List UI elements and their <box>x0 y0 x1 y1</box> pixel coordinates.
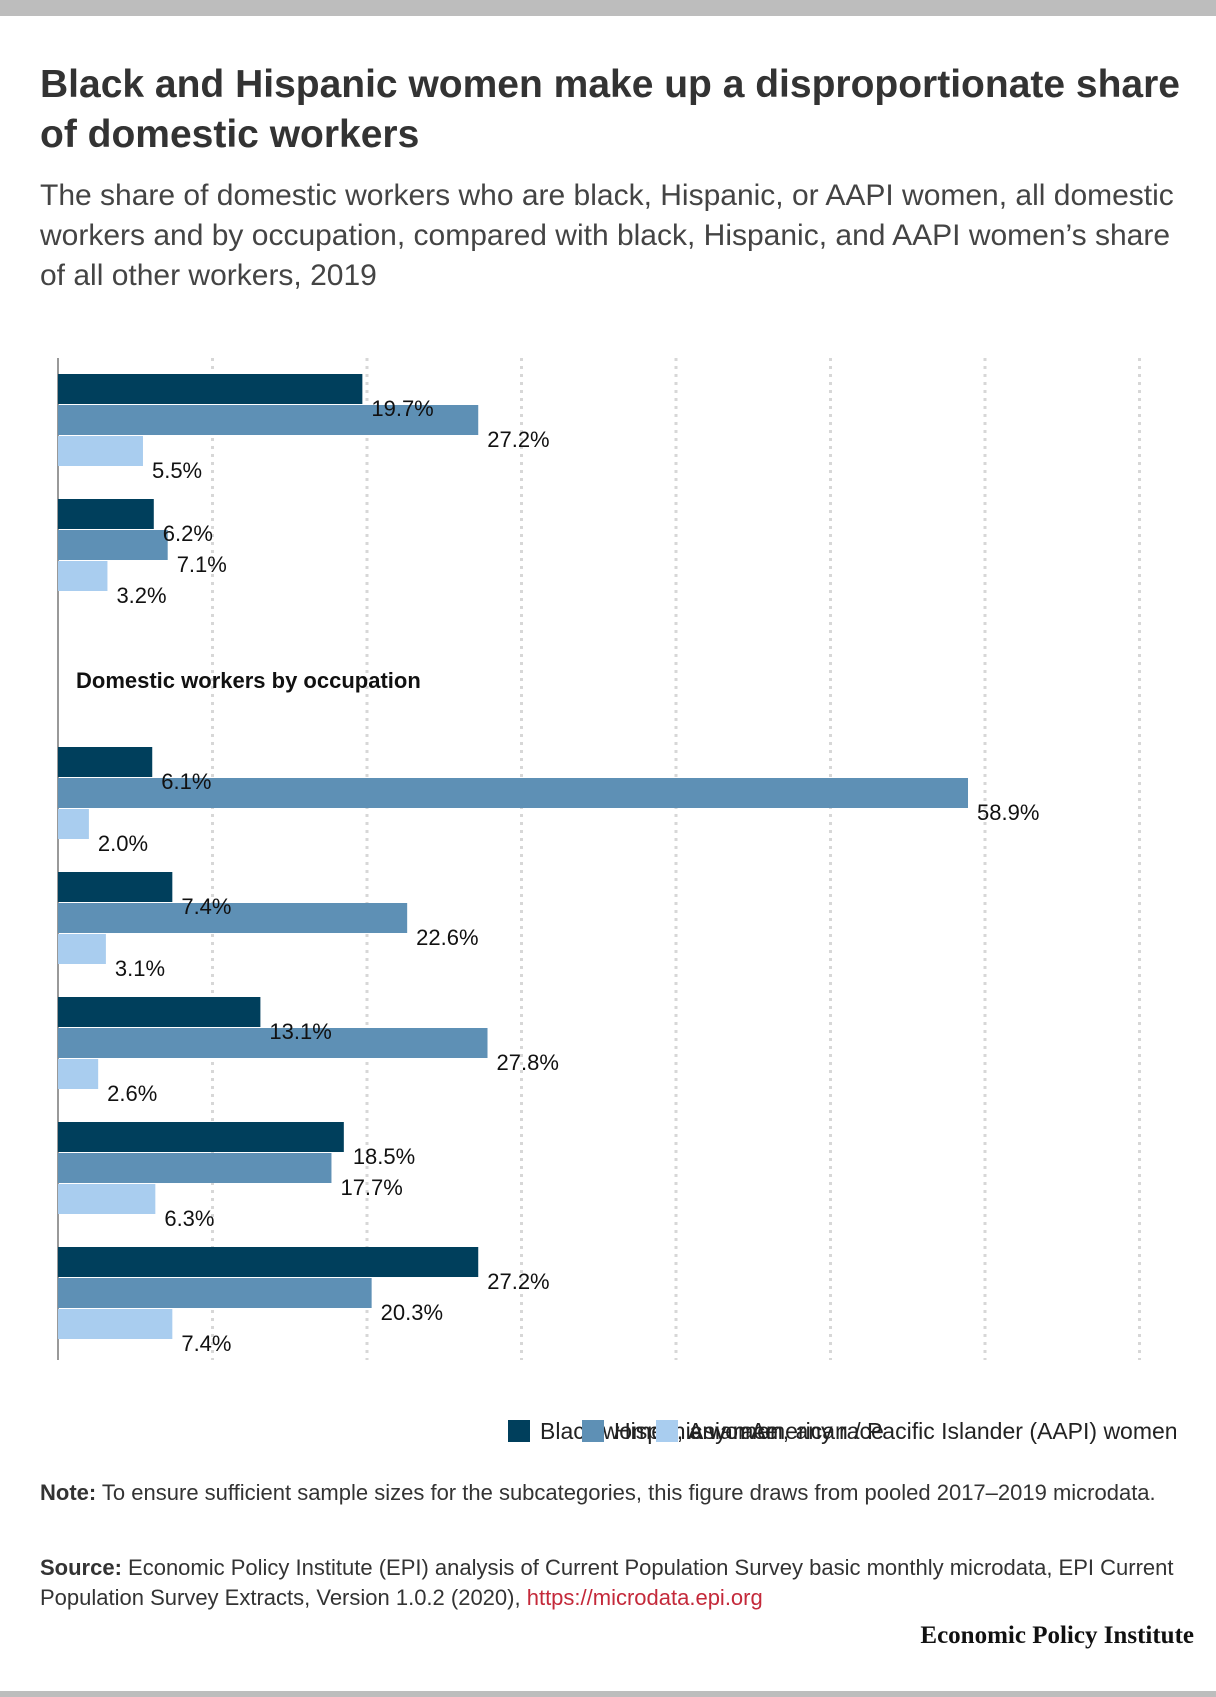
data-label-black-women: 7.4% <box>181 894 231 919</box>
bar-black-women <box>58 499 154 529</box>
note-text: To ensure sufficient sample sizes for th… <box>96 1480 1156 1505</box>
bar-black-women <box>58 1247 479 1277</box>
data-label-black-women: 19.7% <box>371 396 433 421</box>
data-label-aapi-women: 2.0% <box>98 831 148 856</box>
bar-aapi-women <box>58 1184 156 1214</box>
bar-hispanic-women <box>58 405 479 435</box>
bar-black-women <box>58 997 261 1027</box>
data-label-black-women: 27.2% <box>487 1269 549 1294</box>
bottom-border <box>0 1691 1216 1697</box>
note-label: Note: <box>40 1480 97 1505</box>
bar-aapi-women <box>58 934 106 964</box>
top-border <box>0 0 1216 16</box>
bar-aapi-women <box>58 561 108 591</box>
data-label-hispanic-women: 22.6% <box>416 925 478 950</box>
data-label-black-women: 6.2% <box>163 521 213 546</box>
chart-gridlines <box>211 358 1141 1360</box>
data-label-aapi-women: 5.5% <box>152 458 202 483</box>
data-label-hispanic-women: 20.3% <box>381 1300 443 1325</box>
bar-black-women <box>58 1122 344 1152</box>
bar-black-women <box>58 747 153 777</box>
bar-hispanic-women <box>58 903 408 933</box>
chart-subtitle: The share of domestic workers who are bl… <box>40 179 1174 292</box>
bar-aapi-women <box>58 809 89 839</box>
legend-swatch-hispanic-women <box>582 1420 604 1442</box>
bar-chart: Domestic workers by occupation 19.7% 6.2%… <box>57 358 1141 1360</box>
source-link[interactable]: https://microdata.epi.org <box>526 1585 763 1610</box>
bar-aapi-women <box>58 436 143 466</box>
data-label-hispanic-women: 27.8% <box>497 1050 559 1075</box>
source-text: Economic Policy Institute (EPI) analysis… <box>40 1555 1174 1610</box>
data-label-aapi-women: 6.3% <box>164 1206 214 1231</box>
chart-title: Black and Hispanic women make up a dispr… <box>40 63 1180 156</box>
bar-hispanic-women <box>58 1153 332 1183</box>
bar-black-women <box>58 872 173 902</box>
chart-bars <box>58 374 969 1339</box>
data-label-aapi-women: 2.6% <box>107 1081 157 1106</box>
group-header-domestic-workers-by-occupation: Domestic workers by occupation <box>76 668 421 693</box>
data-label-hispanic-women: 17.7% <box>340 1175 402 1200</box>
data-label-aapi-women: 3.1% <box>115 956 165 981</box>
bar-aapi-women <box>58 1309 173 1339</box>
legend-swatch-black-women <box>508 1420 530 1442</box>
bar-hispanic-women <box>58 1028 488 1058</box>
chart-note: Note: To ensure sufficient sample sizes … <box>40 1478 1180 1508</box>
brand-logo-text: Economic Policy Institute <box>920 1622 1194 1649</box>
data-label-black-women: 6.1% <box>161 769 211 794</box>
data-label-hispanic-women: 27.2% <box>487 427 549 452</box>
legend-label-aapi-women: Asian American / Pacific Islander (AAPI)… <box>688 1417 1176 1444</box>
data-label-aapi-women: 3.2% <box>116 583 166 608</box>
bar-black-women <box>58 374 363 404</box>
chart-source: Source: Economic Policy Institute (EPI) … <box>40 1553 1180 1613</box>
bar-aapi-women <box>58 1059 99 1089</box>
data-label-hispanic-women: 7.1% <box>177 552 227 577</box>
chart-legend: Black women, any race Hispanic women, an… <box>508 1414 1176 1448</box>
bar-hispanic-women <box>58 1278 372 1308</box>
source-label: Source: <box>40 1555 122 1580</box>
legend-item-aapi-women: Asian American / Pacific Islander (AAPI)… <box>656 1414 1176 1448</box>
data-label-black-women: 13.1% <box>269 1019 331 1044</box>
data-label-hispanic-women: 58.9% <box>977 800 1039 825</box>
bar-hispanic-women <box>58 530 168 560</box>
legend-swatch-aapi-women <box>656 1420 678 1442</box>
data-label-black-women: 18.5% <box>353 1144 415 1169</box>
chart-data-labels: 19.7% 6.2% 6.1% 7.4% 13.1% 18.5% 27.2% 27.2% 7.1… <box>98 396 1039 1356</box>
bar-hispanic-women <box>58 778 969 808</box>
data-label-aapi-women: 7.4% <box>181 1331 231 1356</box>
